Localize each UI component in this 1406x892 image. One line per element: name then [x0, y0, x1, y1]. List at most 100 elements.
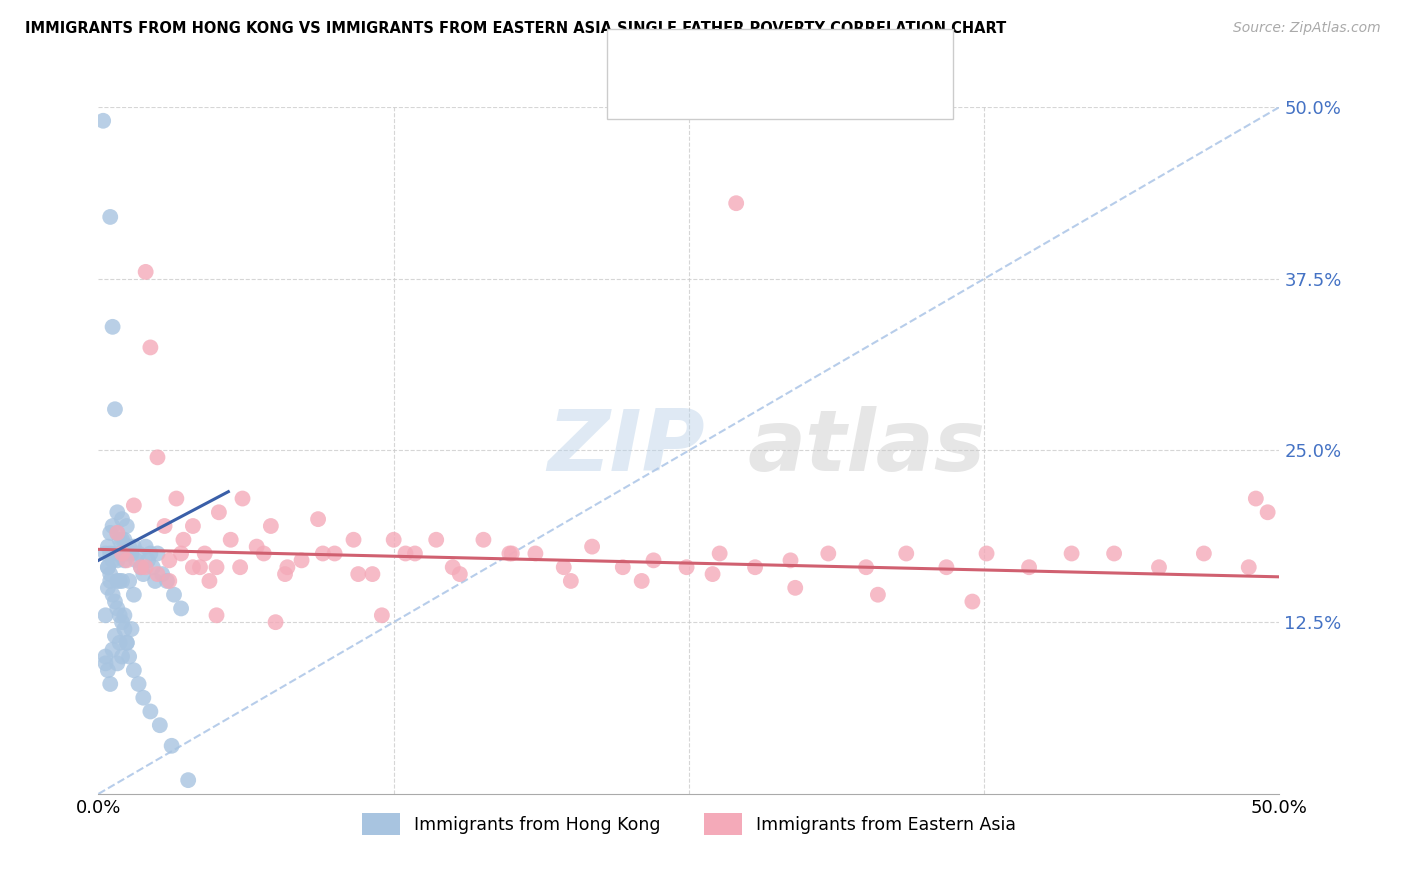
- Point: [132, 690, 155, 705]
- Text: R =  0.100   N = 78: R = 0.100 N = 78: [675, 47, 851, 65]
- Point: [91, 113, 114, 128]
- Point: [382, 533, 405, 547]
- Point: [97, 581, 120, 595]
- Point: [143, 574, 166, 588]
- Point: [274, 567, 297, 582]
- Point: [122, 663, 145, 677]
- Legend: Immigrants from Hong Kong, Immigrants from Eastern Asia: Immigrants from Hong Kong, Immigrants fr…: [354, 806, 1024, 841]
- Point: [160, 739, 183, 753]
- Point: [115, 553, 138, 567]
- Point: [111, 546, 134, 561]
- Point: [112, 622, 135, 636]
- Point: [188, 560, 211, 574]
- Point: [115, 636, 138, 650]
- Point: [108, 574, 131, 588]
- Point: [94, 657, 117, 671]
- Point: [98, 525, 121, 540]
- Text: Source: ZipAtlas.com: Source: ZipAtlas.com: [1233, 21, 1381, 35]
- Point: [128, 546, 150, 561]
- Point: [118, 574, 141, 588]
- Point: [111, 649, 134, 664]
- Point: [97, 560, 120, 574]
- Point: [866, 588, 889, 602]
- Point: [146, 567, 169, 582]
- Point: [342, 533, 364, 547]
- Point: [136, 553, 159, 567]
- Point: [139, 546, 162, 561]
- Point: [260, 519, 283, 533]
- Point: [135, 540, 157, 554]
- Point: [181, 519, 204, 533]
- Point: [150, 567, 173, 582]
- Point: [425, 533, 447, 547]
- Point: [371, 608, 394, 623]
- Point: [142, 560, 165, 574]
- Point: [709, 546, 731, 561]
- Point: [361, 567, 384, 582]
- Point: [630, 574, 652, 588]
- Point: [560, 574, 582, 588]
- Point: [125, 553, 148, 567]
- Point: [855, 560, 877, 574]
- Point: [553, 560, 575, 574]
- Point: [198, 574, 221, 588]
- Bar: [623, 79, 662, 106]
- Point: [105, 553, 128, 567]
- Point: [472, 533, 495, 547]
- Point: [118, 649, 141, 664]
- Point: [108, 546, 131, 561]
- Point: [101, 642, 124, 657]
- Point: [231, 491, 253, 506]
- Point: [111, 615, 134, 630]
- Point: [1018, 560, 1040, 574]
- Point: [153, 519, 176, 533]
- Point: [122, 588, 145, 602]
- Point: [449, 567, 471, 582]
- Point: [111, 546, 134, 561]
- Point: [149, 718, 172, 732]
- Point: [97, 540, 120, 554]
- Point: [290, 553, 312, 567]
- Point: [962, 594, 984, 608]
- Point: [98, 567, 121, 582]
- Point: [98, 677, 121, 691]
- Text: atlas: atlas: [748, 406, 986, 489]
- Point: [157, 574, 180, 588]
- Point: [115, 636, 138, 650]
- Point: [498, 546, 520, 561]
- Point: [97, 663, 120, 677]
- Point: [347, 567, 370, 582]
- Point: [111, 533, 134, 547]
- Point: [1257, 505, 1279, 519]
- Point: [94, 546, 117, 561]
- Point: [121, 546, 143, 561]
- Point: [1102, 546, 1125, 561]
- Point: [675, 560, 697, 574]
- Point: [219, 533, 242, 547]
- Point: [115, 546, 138, 561]
- Point: [139, 705, 162, 719]
- Point: [612, 560, 634, 574]
- Point: [98, 210, 121, 224]
- Point: [276, 560, 298, 574]
- Point: [104, 546, 127, 561]
- Point: [581, 540, 603, 554]
- Point: [323, 546, 346, 561]
- Point: [94, 649, 117, 664]
- Point: [111, 512, 134, 526]
- Point: [139, 340, 162, 354]
- Point: [935, 560, 957, 574]
- Point: [264, 615, 287, 630]
- Point: [135, 265, 157, 279]
- Point: [98, 546, 121, 561]
- Point: [702, 567, 724, 582]
- Point: [170, 546, 193, 561]
- Point: [157, 553, 180, 567]
- Point: [128, 677, 150, 691]
- Point: [156, 574, 179, 588]
- Point: [98, 574, 121, 588]
- Point: [105, 525, 128, 540]
- Point: [129, 560, 152, 574]
- Point: [105, 601, 128, 615]
- Point: [181, 560, 204, 574]
